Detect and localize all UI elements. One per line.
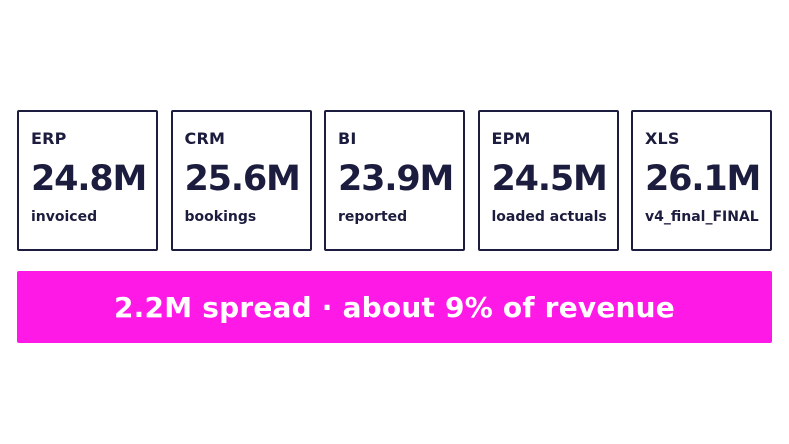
card-caption: reported — [338, 209, 408, 225]
card-caption: invoiced — [31, 209, 98, 225]
card-caption: loaded actuals — [491, 209, 607, 225]
card-caption: bookings — [184, 209, 257, 225]
card-value: 24.5M — [491, 159, 608, 199]
card-erp: ERP 24.8M invoiced — [17, 110, 158, 251]
card-label: CRM — [184, 129, 226, 148]
card-bi: BI 23.9M reported — [324, 110, 465, 251]
card-value: 26.1M — [645, 159, 761, 199]
card-value: 24.8M — [31, 159, 147, 199]
card-label: XLS — [645, 129, 680, 148]
spread-banner: 2.2M spread · about 9% of revenue — [17, 271, 772, 343]
card-crm: CRM 25.6M bookings — [170, 110, 312, 251]
card-value: 23.9M — [338, 159, 454, 199]
card-label: EPM — [491, 129, 531, 148]
card-label: BI — [338, 129, 357, 148]
card-epm: EPM 24.5M loaded actuals — [477, 110, 619, 251]
banner-text: 2.2M spread · about 9% of revenue — [114, 290, 675, 324]
card-label: ERP — [31, 129, 67, 148]
card-xls: XLS 26.1M v4_final_FINAL — [631, 110, 772, 251]
source-cards: ERP 24.8M invoiced CRM 25.6M bookings BI… — [17, 110, 772, 251]
card-caption: v4_final_FINAL — [645, 209, 759, 225]
card-value: 25.6M — [184, 159, 301, 199]
